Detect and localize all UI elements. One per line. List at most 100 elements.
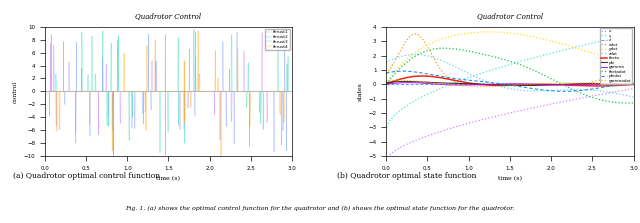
thrust3 [136, 90, 143, 93]
thrust3 [257, 90, 265, 93]
gammadot [548, 82, 556, 85]
Y-axis label: control: control [13, 80, 18, 103]
zdot [382, 61, 390, 64]
gammadot [495, 85, 503, 88]
thrust4 [257, 90, 265, 93]
xdot [382, 72, 390, 75]
gammadot [480, 85, 488, 88]
thrust2 [189, 28, 197, 31]
zdot [630, 96, 637, 98]
z [494, 82, 502, 85]
thrust4 [194, 30, 202, 33]
phidot [548, 89, 556, 92]
Title: Quadrotor Control: Quadrotor Control [136, 12, 202, 21]
thrust4 [69, 90, 77, 93]
Line: gammadot: gammadot [386, 80, 634, 87]
thrust2 [284, 90, 291, 93]
thrust4 [217, 155, 225, 157]
gammadot [426, 81, 434, 84]
gammadot [394, 79, 401, 82]
phidot [399, 70, 406, 72]
phidot [495, 82, 502, 85]
Line: gamma: gamma [386, 83, 634, 85]
Line: x: x [386, 89, 634, 160]
thrust3 [41, 90, 49, 93]
Text: (a) Quadrotor optimal control function: (a) Quadrotor optimal control function [13, 172, 160, 180]
phi [426, 81, 434, 84]
gammadot [630, 83, 637, 86]
z [426, 82, 434, 85]
phidot [426, 73, 434, 76]
x [446, 127, 454, 130]
thrust1 [69, 90, 77, 93]
gammadot [446, 83, 454, 86]
zdot [548, 89, 556, 92]
gamma [426, 82, 434, 85]
thrust1 [257, 90, 264, 93]
phidot [570, 90, 577, 92]
x [494, 114, 502, 117]
xdot [526, 83, 534, 86]
phidot [561, 90, 568, 93]
theta [529, 83, 536, 86]
gamma [495, 83, 503, 85]
thetadot [446, 47, 454, 50]
thetadot [529, 68, 536, 71]
x [630, 87, 637, 90]
phi [548, 83, 556, 86]
Line: xdot: xdot [386, 34, 634, 84]
Line: thrust3: thrust3 [45, 32, 292, 155]
X-axis label: time (s): time (s) [157, 176, 180, 182]
thrust2 [289, 90, 296, 93]
phidot [446, 76, 454, 79]
ydot [426, 42, 434, 45]
thetadot [630, 101, 637, 104]
gamma [529, 83, 537, 85]
zdot [529, 90, 536, 92]
ydot [446, 35, 454, 38]
phi [521, 84, 529, 87]
thrust3 [289, 90, 296, 93]
gammadot [570, 82, 577, 84]
Line: ydot: ydot [386, 32, 634, 84]
ydot [569, 46, 577, 48]
Text: (b) Quadrotor optimal state function: (b) Quadrotor optimal state function [337, 172, 476, 180]
thrust2 [257, 122, 265, 125]
theta [382, 83, 390, 86]
Legend: thrust1, thrust2, thrust3, thrust4: thrust1, thrust2, thrust3, thrust4 [265, 29, 290, 50]
phi [529, 84, 537, 87]
y [630, 33, 637, 35]
z [548, 82, 556, 85]
gamma [457, 84, 465, 87]
y [382, 129, 390, 132]
x [382, 159, 390, 162]
theta [592, 85, 600, 87]
thetadot [548, 78, 556, 81]
Line: thrust1: thrust1 [45, 33, 292, 155]
thrust1 [147, 90, 154, 93]
Line: thetadot: thetadot [386, 48, 634, 103]
xdot [446, 78, 454, 81]
gammadot [382, 79, 390, 82]
phidot [529, 87, 536, 90]
theta [426, 75, 434, 78]
z [446, 82, 454, 85]
theta [548, 83, 556, 86]
theta [446, 78, 454, 81]
thetadot [426, 48, 434, 51]
zdot [412, 53, 419, 56]
ydot [529, 35, 536, 38]
Line: zdot: zdot [386, 54, 634, 97]
gamma [570, 83, 577, 86]
thrust1 [41, 90, 49, 93]
xdot [426, 51, 434, 53]
thrust2 [136, 90, 143, 93]
thrust2 [147, 90, 154, 93]
thrust4 [136, 90, 143, 93]
gamma [446, 84, 454, 86]
thrust1 [161, 153, 169, 156]
X-axis label: time (s): time (s) [498, 176, 522, 182]
theta [419, 75, 426, 77]
y [426, 92, 434, 94]
theta [495, 84, 502, 87]
